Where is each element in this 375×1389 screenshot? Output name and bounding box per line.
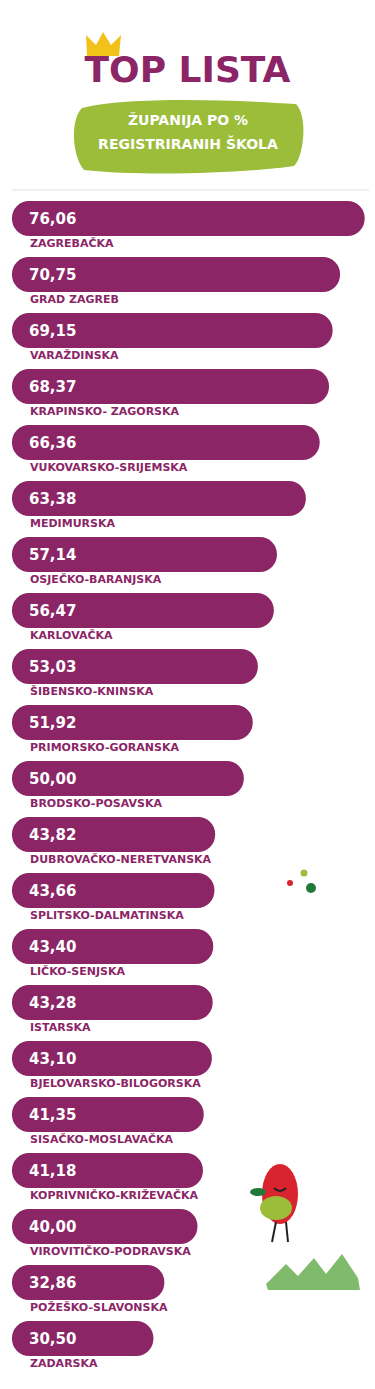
svg-text:KOPRIVNIČKO-KRIŽEVAČKA: KOPRIVNIČKO-KRIŽEVAČKA [30, 1189, 198, 1202]
svg-text:VIROVITIČKO-PODRAVSKA: VIROVITIČKO-PODRAVSKA [30, 1245, 191, 1258]
svg-text:63,38: 63,38 [29, 490, 76, 508]
html-text:ŽUPANIJA PO % REGISTRIRANIH ŠK: ŽUPANIJA PO % REGISTRIRANIH ŠKOLA [98, 112, 278, 152]
svg-text:43,28: 43,28 [29, 994, 76, 1012]
svg-text:VUKOVARSKO-SRIJEMSKA: VUKOVARSKO-SRIJEMSKA [30, 461, 188, 474]
svg-text:43,82: 43,82 [29, 826, 76, 844]
svg-text:VARAŽDINSKA: VARAŽDINSKA [30, 349, 119, 362]
svg-text:OSJEČKO-BARANJSKA: OSJEČKO-BARANJSKA [30, 573, 162, 586]
svg-text:BRODSKO-POSAVSKA: BRODSKO-POSAVSKA [30, 797, 162, 810]
svg-text:30,50: 30,50 [29, 1330, 76, 1348]
svg-text:51,92: 51,92 [29, 714, 76, 732]
svg-text:41,35: 41,35 [29, 1106, 76, 1124]
svg-text:POŽEŠKO-SLAVONSKA: POŽEŠKO-SLAVONSKA [30, 1301, 168, 1314]
svg-text:KARLOVAČKA: KARLOVAČKA [30, 629, 113, 642]
svg-text:57,14: 57,14 [29, 546, 76, 564]
svg-text:ZAGREBAČKA: ZAGREBAČKA [30, 237, 114, 250]
svg-text:PRIMORSKO-GORANSKA: PRIMORSKO-GORANSKA [30, 741, 179, 754]
svg-text:76,06: 76,06 [29, 210, 76, 228]
svg-text:56,47: 56,47 [29, 602, 76, 620]
svg-text:50,00: 50,00 [29, 770, 76, 788]
svg-text:66,36: 66,36 [29, 434, 76, 452]
svg-text:KRAPINSKO- ZAGORSKA: KRAPINSKO- ZAGORSKA [30, 405, 180, 418]
svg-text:BJELOVARSKO-BILOGORSKA: BJELOVARSKO-BILOGORSKA [30, 1077, 201, 1090]
svg-text:69,15: 69,15 [29, 322, 76, 340]
svg-text:SPLITSKO-DALMATINSKA: SPLITSKO-DALMATINSKA [30, 909, 184, 922]
svg-text:LIČKO-SENJSKA: LIČKO-SENJSKA [30, 965, 126, 978]
svg-text:32,86: 32,86 [29, 1274, 76, 1292]
svg-text:43,40: 43,40 [29, 938, 76, 956]
svg-text:SISAČKO-MOSLAVAČKA: SISAČKO-MOSLAVAČKA [30, 1133, 174, 1146]
svg-text:41,18: 41,18 [29, 1162, 76, 1180]
svg-text:40,00: 40,00 [29, 1218, 76, 1236]
svg-text:ISTARSKA: ISTARSKA [30, 1021, 91, 1034]
html-text:TOP LISTA: TOP LISTA [84, 49, 291, 90]
svg-text:53,03: 53,03 [29, 658, 76, 676]
svg-text:ŠIBENSKO-KNINSKA: ŠIBENSKO-KNINSKA [30, 685, 154, 698]
svg-text:68,37: 68,37 [29, 378, 76, 396]
svg-text:43,66: 43,66 [29, 882, 76, 900]
svg-text:70,75: 70,75 [29, 266, 76, 284]
svg-text:43,10: 43,10 [29, 1050, 76, 1068]
svg-text:DUBROVAČKO-NERETVANSKA: DUBROVAČKO-NERETVANSKA [30, 853, 212, 866]
svg-text:GRAD ZAGREB: GRAD ZAGREB [30, 293, 119, 306]
svg-text:ZADARSKA: ZADARSKA [30, 1357, 98, 1370]
svg-text:MEDIMURSKA: MEDIMURSKA [30, 517, 115, 530]
